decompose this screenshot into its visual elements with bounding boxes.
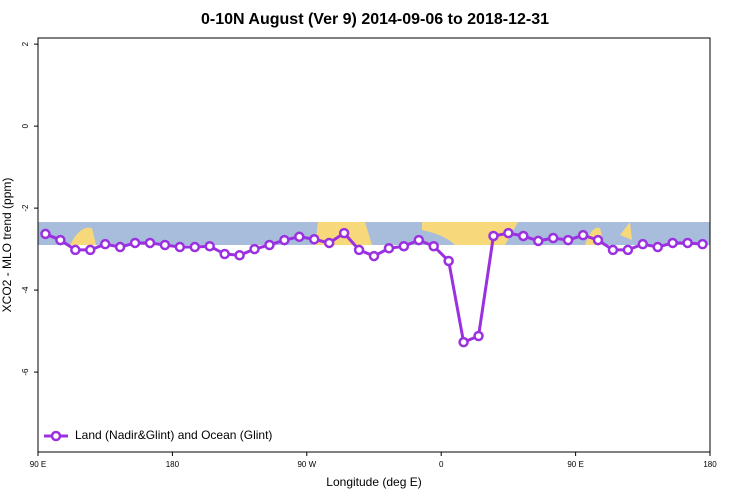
data-point xyxy=(85,244,96,256)
x-tick-label: 0 xyxy=(439,460,444,469)
x-tick-label: 180 xyxy=(703,460,717,469)
data-point xyxy=(413,234,425,246)
data-point xyxy=(234,249,245,261)
data-point xyxy=(652,241,663,253)
data-point xyxy=(533,235,544,247)
y-tick-label: 2 xyxy=(21,41,30,46)
data-point xyxy=(607,244,619,256)
y-tick-label: -4 xyxy=(21,286,30,294)
data-point xyxy=(338,227,350,239)
data-point xyxy=(637,238,649,250)
data-point xyxy=(40,228,51,240)
data-point xyxy=(398,240,410,252)
data-point xyxy=(249,243,260,255)
data-point xyxy=(383,243,395,254)
chart-title: 0-10N August (Ver 9) 2014-09-06 to 2018-… xyxy=(201,11,549,28)
data-point xyxy=(219,248,230,260)
x-tick-label: 90 E xyxy=(567,460,583,469)
x-axis-label: Longitude (deg E) xyxy=(326,475,421,489)
data-point xyxy=(264,239,275,251)
y-axis-label: XCO2 - MLO trend (ppm) xyxy=(0,178,14,313)
y-tick-label: 0 xyxy=(21,123,30,128)
data-point xyxy=(309,234,320,245)
data-point xyxy=(294,231,305,243)
data-point xyxy=(622,244,634,256)
data-point xyxy=(428,240,439,252)
data-point xyxy=(368,250,380,262)
data-point xyxy=(667,237,678,249)
data-point xyxy=(353,244,365,256)
data-point xyxy=(70,244,81,256)
data-point xyxy=(55,234,66,246)
data-point xyxy=(189,241,201,253)
data-point xyxy=(488,230,499,242)
data-point xyxy=(129,237,141,249)
series-line xyxy=(44,231,703,345)
data-point xyxy=(144,237,156,249)
data-point xyxy=(697,238,708,250)
data-point xyxy=(518,230,529,242)
data-point xyxy=(443,255,454,267)
x-tick-label: 90 E xyxy=(30,460,46,469)
data-point xyxy=(159,239,171,251)
data-point xyxy=(562,234,574,246)
data-point xyxy=(577,229,589,241)
x-tick-label: 90 W xyxy=(297,460,316,469)
data-point xyxy=(592,234,604,246)
y-tick-label: -2 xyxy=(21,204,30,212)
data-point xyxy=(503,227,514,239)
x-tick-label: 180 xyxy=(166,460,180,469)
data-point xyxy=(473,330,484,342)
y-tick-label: -6 xyxy=(21,368,30,376)
data-point xyxy=(174,241,186,253)
data-point xyxy=(682,237,693,249)
data-point xyxy=(279,234,290,246)
data-point xyxy=(204,240,215,252)
plot-frame xyxy=(37,37,711,453)
data-point xyxy=(114,241,126,253)
legend-marker xyxy=(50,430,62,442)
data-point xyxy=(458,336,469,348)
data-point xyxy=(99,238,111,250)
data-point xyxy=(547,232,559,244)
legend-label: Land (Nadir&Glint) and Ocean (Glint) xyxy=(75,428,272,442)
data-point xyxy=(323,237,335,249)
